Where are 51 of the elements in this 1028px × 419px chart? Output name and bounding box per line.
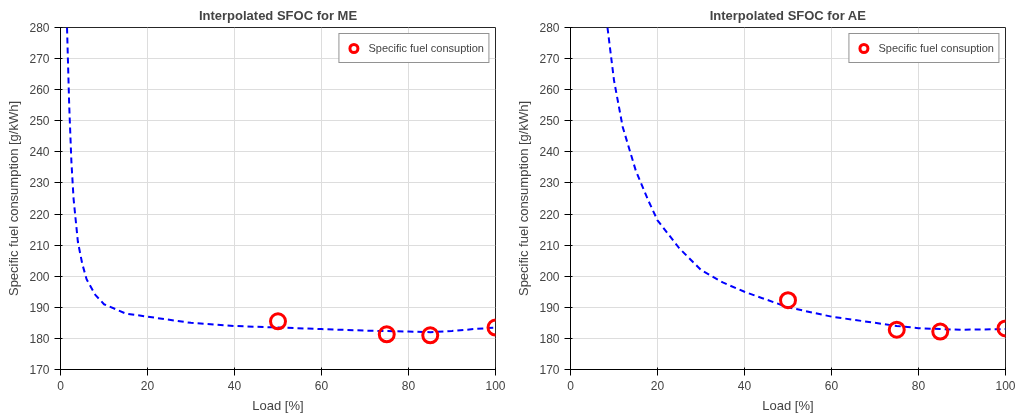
point xyxy=(779,291,797,310)
y-tick-label: 270 xyxy=(539,52,560,67)
x-tick-label: 40 xyxy=(227,378,242,393)
x-tick-label: 20 xyxy=(650,378,665,393)
y-tick-label: 240 xyxy=(29,145,50,160)
point xyxy=(887,320,906,339)
y-tick-label: 200 xyxy=(29,269,50,284)
x-tick-label: 0 xyxy=(57,378,65,393)
x-tick-label: 80 xyxy=(911,378,926,393)
y-tick-label: 280 xyxy=(29,21,50,35)
y-tick-label: 220 xyxy=(29,207,50,222)
y-tick-label: 270 xyxy=(29,52,50,67)
y-tick-label: 190 xyxy=(29,300,50,315)
x-axis-title: Load [%] xyxy=(762,397,814,413)
y-tick-label: 190 xyxy=(539,300,560,315)
y-tick-label: 180 xyxy=(29,331,50,346)
y-tick-label: 210 xyxy=(539,238,560,253)
point xyxy=(931,322,950,341)
y-tick-label: 250 xyxy=(29,114,50,129)
x-tick-label: 0 xyxy=(567,378,575,393)
point xyxy=(377,325,396,344)
y-tick-label: 220 xyxy=(539,207,560,222)
y-axis-title: Specific fuel consumption [g/kWh] xyxy=(6,100,22,297)
y-tick-label: 180 xyxy=(539,331,560,346)
y-tick-label: 230 xyxy=(29,176,50,191)
y-tick-label: 170 xyxy=(539,363,560,377)
y-tick-label: 230 xyxy=(539,176,560,191)
y-tick-label: 200 xyxy=(539,269,560,284)
y-tick-label: 260 xyxy=(539,83,560,98)
x-axis-title: Load [%] xyxy=(252,397,304,413)
line-series xyxy=(66,27,496,334)
y-axis-title: Specific fuel consumption [g/kWh] xyxy=(516,100,532,297)
x-tick-label: 80 xyxy=(401,378,416,393)
legend-label: Specific fuel consuption xyxy=(878,42,994,54)
point xyxy=(269,312,287,331)
point xyxy=(421,326,440,345)
x-tick-label: 40 xyxy=(737,378,752,393)
x-tick-label: 100 xyxy=(995,378,1016,393)
chart-title: Interpolated SFOC for ME xyxy=(198,7,358,23)
x-tick-label: 60 xyxy=(314,378,329,393)
chart-title: Interpolated SFOC for AE xyxy=(709,7,867,23)
y-tick-label: 170 xyxy=(29,363,50,377)
y-tick-label: 260 xyxy=(29,83,50,98)
x-tick-label: 20 xyxy=(140,378,155,393)
x-tick-label: 60 xyxy=(824,378,839,393)
y-tick-label: 240 xyxy=(539,145,560,160)
legend-label: Specific fuel consuption xyxy=(368,42,484,54)
x-tick-label: 100 xyxy=(485,378,506,393)
y-tick-label: 280 xyxy=(539,21,560,35)
y-tick-label: 250 xyxy=(539,114,560,129)
y-tick-label: 210 xyxy=(29,238,50,253)
